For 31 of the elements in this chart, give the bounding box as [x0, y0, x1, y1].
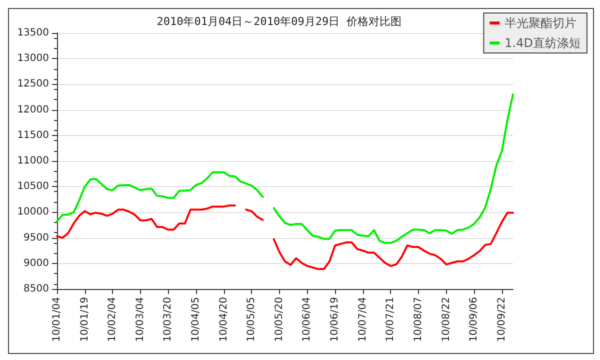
x-tick-label: 10/07/21 — [385, 297, 396, 342]
legend-label: 半光聚酯切片 — [504, 16, 577, 30]
y-tick-label: 12000 — [17, 104, 49, 116]
x-tick-label: 10/06/19 — [330, 297, 341, 342]
x-tick-label: 10/07/04 — [357, 297, 368, 342]
x-tick-label: 10/01/19 — [79, 297, 90, 342]
y-tick-label: 8500 — [24, 284, 49, 294]
y-tick-label: 11000 — [17, 156, 49, 166]
x-tick-label: 10/09/06 — [468, 297, 480, 342]
y-tick-label: 12500 — [17, 78, 49, 90]
x-tick-label: 10/05/20 — [274, 297, 285, 342]
x-tick-label: 10/06/04 — [302, 297, 313, 342]
x-tick-label: 10/08/07 — [412, 297, 424, 342]
x-tick-label: 10/02/04 — [107, 297, 118, 342]
x-tick-label: 10/01/04 — [52, 297, 62, 342]
x-tick-label: 10/05/05 — [246, 297, 258, 342]
x-tick-label: 10/04/05 — [190, 297, 202, 342]
chart-title: 2010年01月04日～2010年09月29日 价格对比图 — [156, 15, 402, 28]
x-tick-label: 10/03/04 — [134, 297, 146, 342]
y-tick-label: 10000 — [17, 206, 49, 218]
y-tick-label: 13500 — [17, 28, 49, 38]
y-tick-label: 13000 — [17, 53, 49, 64]
legend-label: 1.4D直纺涤短 — [504, 36, 582, 50]
y-tick-label: 9500 — [24, 232, 49, 244]
x-tick-label: 10/04/20 — [218, 297, 230, 342]
x-tick-label: 10/08/22 — [440, 297, 452, 342]
y-tick-label: 10500 — [17, 181, 49, 192]
x-tick-label: 10/03/20 — [162, 297, 174, 342]
y-tick-label: 11500 — [17, 130, 49, 141]
y-tick-label: 9000 — [24, 258, 49, 269]
x-tick-label: 10/09/22 — [496, 297, 508, 342]
